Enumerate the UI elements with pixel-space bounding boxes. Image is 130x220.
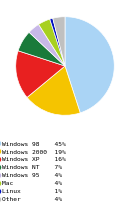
Wedge shape [39, 19, 65, 66]
Wedge shape [16, 51, 65, 97]
Wedge shape [53, 17, 65, 66]
Wedge shape [50, 18, 65, 66]
Wedge shape [18, 32, 65, 66]
Wedge shape [29, 24, 65, 66]
Legend: Windows 98    45%, Windows 2000  19%, Windows XP    16%, Windows NT    7%, Windo: Windows 98 45%, Windows 2000 19%, Window… [0, 141, 65, 202]
Wedge shape [65, 17, 114, 113]
Wedge shape [27, 66, 80, 115]
